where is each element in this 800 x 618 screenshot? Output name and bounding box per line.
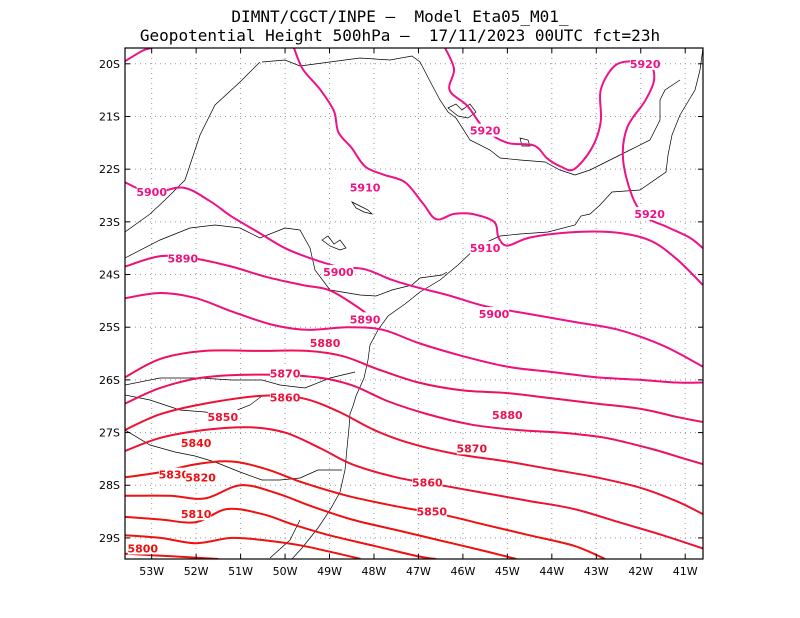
contour-label-bg [158,467,189,481]
contour-label: 5890 [167,253,198,266]
contour-lines [125,48,703,559]
contour-label-bg [350,312,381,326]
contour-label: 5810 [181,508,212,521]
contour-label: 5910 [470,242,501,255]
state-border-sc-rs [125,429,342,481]
y-tick-label: 24S [99,269,120,282]
contour-5880 [125,349,703,423]
contour-label-bg [634,206,665,220]
contour-label-bg [310,336,341,350]
argentina-border [125,394,263,416]
contour-5920 [125,48,152,63]
contour-label: 5860 [270,391,301,404]
contour-label-bg [470,123,501,137]
x-tick-label: 43W [584,565,609,578]
contour-label-bg [127,541,158,555]
axis-ticks: 53W 52W 51W 50W 49W 48W 47W 46W 45W 44W 43W 42W 41W 2… [99,48,703,578]
contour-label: 5900 [136,186,167,199]
contour-5860 [125,394,703,516]
contour-label-bg [323,264,354,278]
contour-5830 [125,484,517,559]
contour-label: 5870 [456,442,487,455]
contour-label-bg [207,409,238,423]
contour-label-bg [456,441,487,455]
contour-5850 [125,426,703,550]
x-tick-label: 48W [362,565,387,578]
contour-label: 5900 [479,308,510,321]
x-tick-label: 53W [139,565,164,578]
contour-label: 5920 [470,125,501,138]
x-tick-label: 42W [628,565,653,578]
x-tick-label: 47W [406,565,431,578]
contour-label-bg [470,241,501,255]
x-tick-label: 49W [317,565,342,578]
contour-label-bg [167,251,198,265]
reservoir-1 [321,235,347,251]
contour-label-bg [630,56,661,70]
contour-label: 5860 [412,477,443,490]
y-tick-label: 22S [99,163,120,176]
contour-label-bg [181,436,212,450]
coastline [291,48,703,559]
y-tick-label: 21S [99,110,120,123]
contour-label-bg [479,307,510,321]
contour-5910 [293,48,703,286]
contour-label-bg [270,390,301,404]
y-tick-label: 20S [99,58,120,71]
x-tick-label: 41W [673,565,698,578]
contour-label: 5840 [181,437,212,450]
title-line-2: Geopotential Height 500hPa – 17/11/2023 … [139,26,661,45]
contour-label: 5820 [185,471,216,484]
contour-5890 [125,291,703,384]
state-border-mg-sp [261,55,576,176]
contour-label-bg [350,180,381,194]
x-tick-label: 50W [273,565,298,578]
contour-label: 5880 [492,409,523,422]
contour-label: 5800 [127,542,158,555]
x-tick-label: 46W [450,565,475,578]
title-line-1: DIMNT/CGCT/INPE – Model Eta05_M01_ [231,7,569,26]
contour-5870 [125,373,703,466]
y-tick-label: 27S [99,427,120,440]
reservoir-3 [447,103,477,119]
contour-label-bg [492,408,523,422]
reservoir-2 [350,201,374,215]
contour-5820 [125,507,437,559]
contour-label-bg [181,507,212,521]
y-tick-label: 25S [99,321,120,334]
contour-label-bg [416,504,447,518]
x-tick-label: 51W [228,565,253,578]
contour-label: 5890 [350,313,381,326]
plot-frame [124,47,704,560]
y-tick-label: 28S [99,479,120,492]
contour-label: 5900 [323,266,354,279]
contour-label: 5850 [208,411,239,424]
contour-label-bg [270,366,301,380]
state-border-ms-sp [125,61,261,233]
rj-mg-border [574,79,681,176]
contour-label-bg [136,184,167,198]
contour-5840 [125,460,606,559]
contour-label-bg [185,470,216,484]
contour-label: 5920 [630,58,661,71]
state-border-pr-sc [125,371,356,389]
contour-label: 5910 [350,182,381,195]
contour-label-bg [412,475,443,489]
contour-labels: 5920 5920 5910 5900 5920 5910 5890 5900 5900 5890… [127,56,665,555]
x-tick-label: 52W [184,565,209,578]
x-tick-label: 44W [539,565,564,578]
contour-label: 5920 [634,208,665,221]
contour-label: 5870 [270,368,301,381]
y-tick-label: 23S [99,216,120,229]
contour-5810 [125,534,361,559]
contour-label: 5850 [416,506,447,519]
contour-label: 5830 [159,469,190,482]
y-tick-label: 29S [99,532,120,545]
x-tick-label: 45W [495,565,520,578]
y-tick-label: 26S [99,374,120,387]
contour-5900 [125,181,703,368]
contour-label: 5880 [310,337,341,350]
